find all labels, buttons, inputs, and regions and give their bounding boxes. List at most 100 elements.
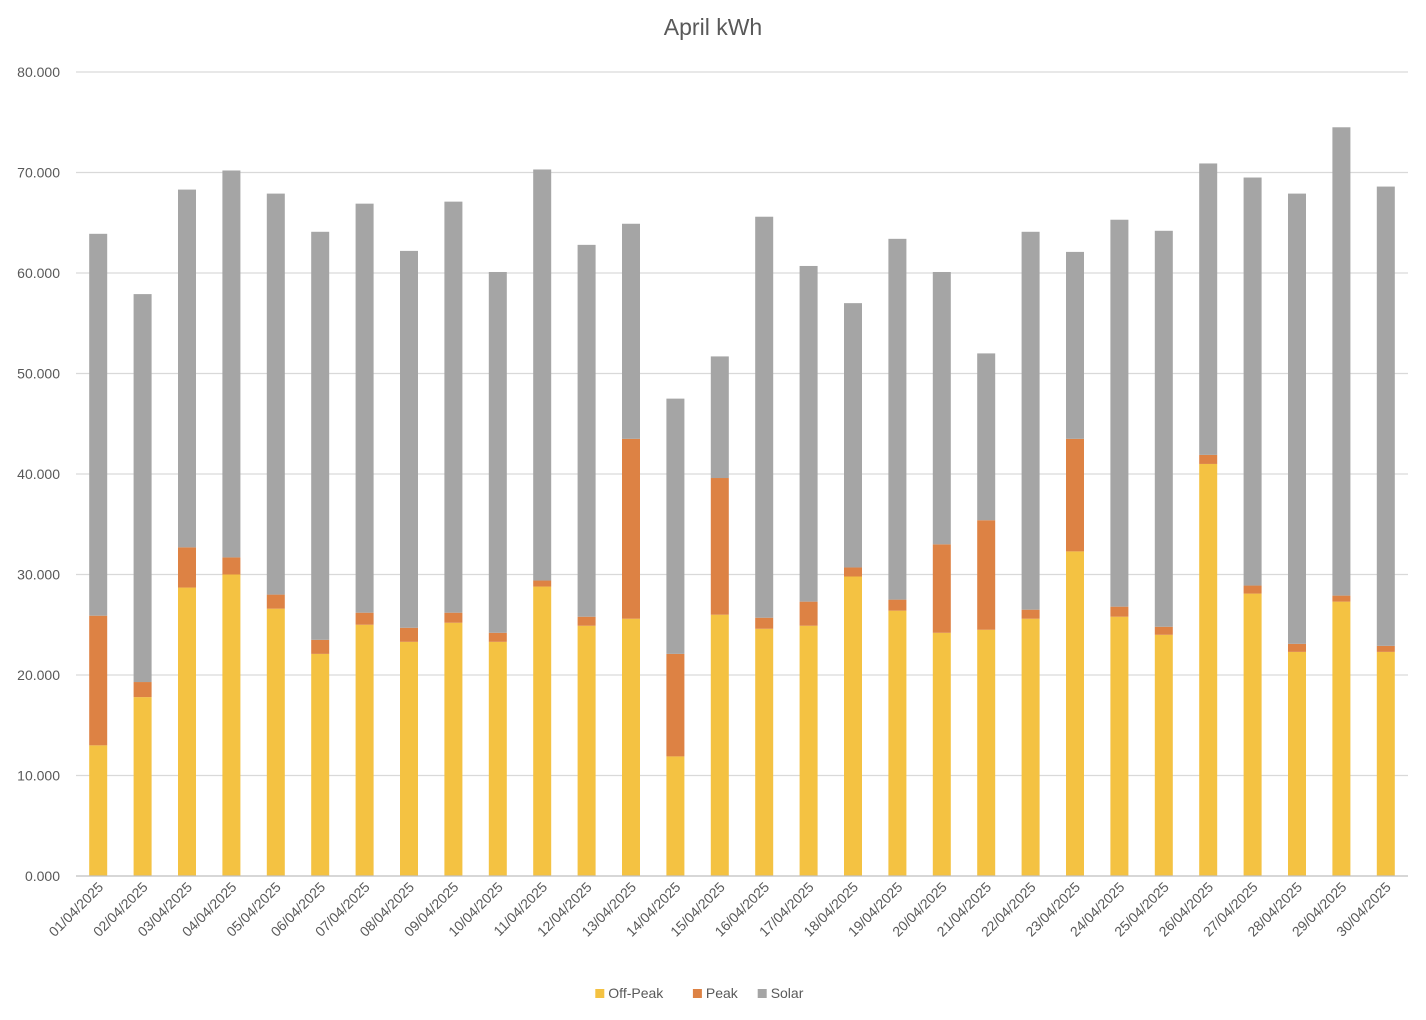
bar-solar	[755, 216, 774, 618]
bars	[89, 127, 1395, 876]
bar-off-peak	[932, 632, 951, 876]
y-tick-label: 10.000	[17, 768, 60, 784]
bar-peak	[932, 544, 951, 633]
bar-off-peak	[266, 608, 285, 876]
bar-off-peak	[710, 614, 729, 876]
bar-peak	[844, 567, 862, 577]
bar-off-peak	[1021, 618, 1040, 876]
bar-off-peak	[1110, 616, 1129, 876]
bar-solar	[1288, 193, 1306, 644]
bar-solar	[888, 238, 907, 600]
bar-solar	[488, 271, 507, 633]
y-tick-label: 40.000	[17, 466, 60, 482]
bar-off-peak	[1243, 593, 1262, 876]
bar-peak	[311, 639, 330, 654]
bar-solar	[1110, 219, 1129, 607]
bar-solar	[178, 189, 196, 548]
bar-peak	[488, 632, 507, 642]
y-tick-label: 20.000	[17, 667, 60, 683]
bar-peak	[1376, 645, 1395, 652]
y-tick-label: 60.000	[17, 265, 60, 281]
bar-solar	[577, 244, 596, 617]
bar-solar	[1332, 127, 1351, 596]
bar-solar	[133, 294, 152, 683]
bar-peak	[755, 617, 774, 629]
bar-off-peak	[311, 653, 330, 876]
legend-label: Off-Peak	[608, 985, 664, 1001]
bar-off-peak	[444, 622, 463, 876]
bar-off-peak	[133, 697, 152, 876]
legend-label: Solar	[771, 985, 804, 1001]
bar-off-peak	[488, 641, 507, 876]
bar-solar	[222, 170, 241, 558]
bar-peak	[977, 520, 996, 630]
bar-solar	[1154, 230, 1173, 627]
bar-solar	[1021, 231, 1040, 610]
bar-peak	[1021, 609, 1040, 619]
y-tick-label: 0.000	[25, 868, 60, 884]
bar-off-peak	[222, 574, 241, 876]
bar-off-peak	[799, 625, 818, 876]
chart-title: April kWh	[663, 14, 763, 40]
gridlines	[76, 71, 1408, 777]
bar-off-peak	[622, 618, 640, 876]
bar-peak	[622, 438, 640, 619]
bar-solar	[932, 271, 951, 545]
bar-solar	[1199, 163, 1218, 455]
legend-swatch	[757, 989, 767, 998]
bar-off-peak	[1376, 651, 1395, 876]
bar-peak	[710, 478, 729, 615]
bar-off-peak	[888, 610, 907, 876]
bar-peak	[400, 627, 418, 642]
bar-peak	[666, 653, 685, 757]
bar-peak	[1154, 626, 1173, 635]
bar-peak	[133, 682, 152, 698]
bar-solar	[311, 231, 330, 640]
bar-solar	[533, 169, 552, 581]
bar-peak	[533, 580, 552, 587]
bar-off-peak	[755, 628, 774, 876]
bar-off-peak	[533, 586, 552, 876]
bar-peak	[266, 594, 285, 609]
bar-solar	[799, 265, 818, 602]
bar-peak	[1199, 454, 1218, 464]
bar-off-peak	[844, 576, 862, 876]
bar-peak	[1243, 585, 1262, 594]
bar-solar	[400, 250, 418, 628]
bar-peak	[799, 601, 818, 626]
bar-peak	[1332, 595, 1351, 602]
bar-peak	[444, 612, 463, 623]
bar-peak	[577, 616, 596, 626]
bar-solar	[710, 356, 729, 479]
bar-peak	[355, 612, 374, 625]
bar-peak	[1288, 643, 1306, 652]
bar-solar	[355, 203, 374, 613]
bar-solar	[666, 398, 685, 654]
legend-label: Peak	[706, 985, 739, 1001]
bar-off-peak	[666, 756, 685, 876]
bar-off-peak	[355, 624, 374, 876]
bar-peak	[1110, 606, 1129, 617]
bar-off-peak	[1066, 551, 1084, 876]
legend-swatch	[595, 989, 605, 998]
bar-solar	[977, 353, 996, 521]
legend: Off-Peak Peak Solar	[595, 985, 804, 1001]
y-tick-label: 80.000	[17, 64, 60, 80]
bar-off-peak	[1199, 463, 1218, 876]
bar-peak	[1066, 438, 1084, 552]
bar-peak	[888, 599, 907, 611]
bar-solar	[1243, 177, 1262, 586]
y-tick-label: 30.000	[17, 567, 60, 583]
bar-off-peak	[1154, 634, 1173, 876]
bar-solar	[1376, 186, 1395, 646]
bar-off-peak	[178, 587, 196, 876]
bar-solar	[844, 303, 862, 568]
bar-solar	[1066, 251, 1084, 439]
bar-solar	[622, 223, 640, 439]
bar-off-peak	[577, 625, 596, 876]
bar-off-peak	[400, 641, 418, 876]
bar-peak	[89, 615, 108, 746]
bar-off-peak	[1332, 601, 1351, 876]
